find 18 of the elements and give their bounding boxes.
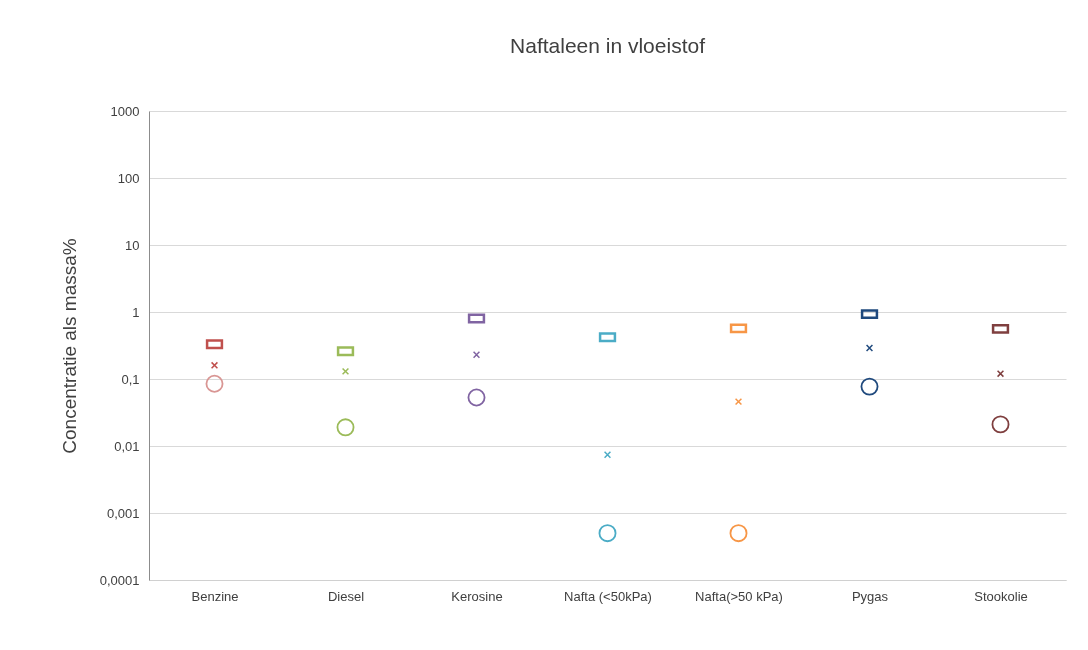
x-tick-label: Nafta (<50kPa) xyxy=(564,588,652,604)
chart-title: Naftaleen in vloeistof xyxy=(510,34,706,57)
y-axis-title: Concentratie als massa% xyxy=(58,238,80,454)
point xyxy=(205,374,224,393)
y-tick-label: 0,01 xyxy=(114,438,140,454)
y-tick-label: 1 xyxy=(132,304,140,320)
y-tick-label: 0,1 xyxy=(121,371,140,387)
y-tick-label: 10 xyxy=(125,237,140,253)
x-tick-label: Stookolie xyxy=(974,588,1028,604)
x-tick-label: Kerosine xyxy=(451,588,503,604)
x-tick-label: Diesel xyxy=(327,588,365,604)
x-tick-label: Pygas xyxy=(851,588,889,604)
x-tick-label: Benzine xyxy=(191,588,239,604)
y-tick-label: 100 xyxy=(117,170,140,186)
y-tick-label: 1000 xyxy=(110,103,140,119)
x-tick-label: Nafta(>50 kPa) xyxy=(695,588,783,604)
y-tick-label: 0,001 xyxy=(106,505,140,521)
y-tick-label: 0,0001 xyxy=(99,572,140,588)
